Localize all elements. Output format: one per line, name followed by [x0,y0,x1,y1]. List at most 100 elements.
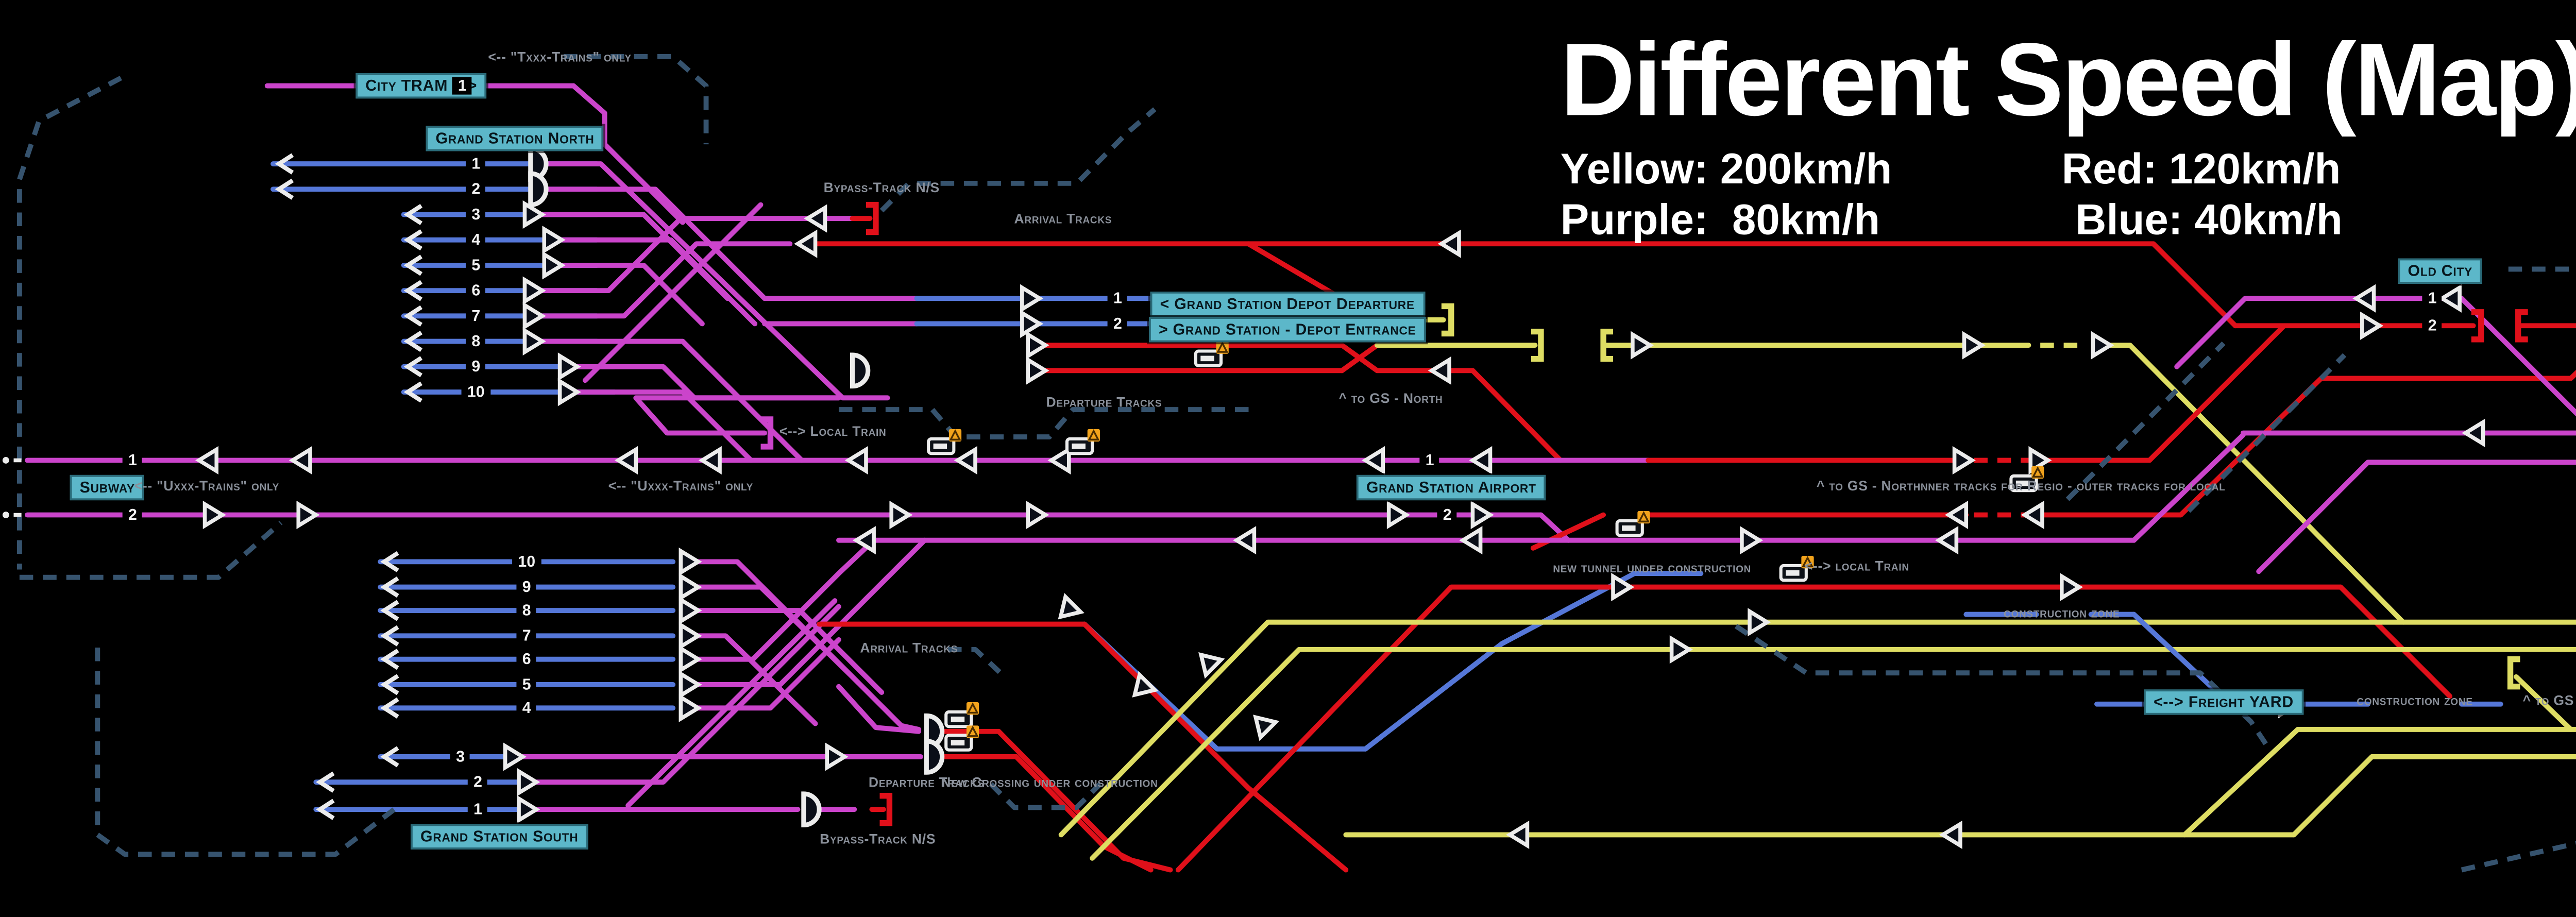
legend-item-2: Purple: 80km/h [1560,195,1880,244]
legend-item-1: Red: 120km/h [2061,144,2341,193]
platform-number: 5 [516,675,537,693]
subway-dashed-track [19,520,283,580]
platform-number: 2 [467,773,488,791]
track-segment-M [574,389,754,463]
direction-arrow-icon [1935,526,1959,555]
continuation-dots-icon [2,457,9,464]
buffer-stop-icon [1531,328,1544,362]
direction-arrow-icon [1748,608,1771,637]
track-segment-M [633,395,768,436]
train-warning-icon [1615,511,1650,537]
direction-arrow-icon [2438,284,2462,313]
train-warning-icon [1779,556,1814,582]
platform-number: 7 [465,307,486,325]
direction-arrow-icon [1952,446,1976,475]
depot-symbol-icon [850,352,871,389]
platform-number: 1 [122,451,143,469]
track-segment-Y [2182,727,2300,838]
chevron-left-icon [380,600,399,621]
direction-arrow-icon [557,352,581,381]
direction-arrow-icon [2021,500,2044,530]
platform-number: 1 [1107,290,1128,308]
depot-symbol-icon [528,171,549,208]
platform-number: 7 [516,627,537,645]
direction-arrow-icon [1611,573,1635,602]
buffer-stop-icon [2515,309,2528,343]
direction-arrow-icon [1233,526,1257,555]
buffer-stop-icon [1441,303,1454,337]
direction-arrow-icon [1026,500,1049,530]
direction-arrow-icon [202,500,226,530]
direction-arrow-icon [522,276,546,305]
chevron-left-icon [403,203,423,226]
subway-dashed-track [879,107,1157,213]
track-segment-M [539,216,791,294]
chevron-left-icon [380,746,399,768]
chevron-left-icon [380,674,399,695]
platform-number: 6 [465,282,486,300]
track-segment-R [1470,368,1563,463]
station-badge-old-city: Old City [2398,258,2482,284]
chevron-left-icon [275,178,294,200]
train-warning-icon [944,702,979,728]
track-segment-M [680,537,877,662]
direction-arrow-icon [825,742,849,771]
direction-arrow-icon [1437,229,1461,258]
map-annotation-uxxx-trains-only: <-- "Uxxx-Trains" only [608,481,754,495]
direction-arrow-icon [2462,418,2485,448]
platform-number: 9 [516,578,537,596]
chevron-left-icon [275,153,294,175]
chevron-left-icon [403,254,423,276]
subway-dashed-track [564,54,709,145]
map-annotation-to-gs-north: ^ to GS - North [2522,695,2576,709]
map-title-block: Different Speed (Map) [1561,26,2576,137]
track-segment-M [571,83,686,225]
platform-number: 10 [512,553,541,571]
direction-arrow-icon [1047,446,1071,475]
direction-arrow-icon [2091,331,2114,360]
track-segment-M [539,338,804,463]
direction-arrow-icon [542,226,566,254]
legend-item-3: Blue: 40km/h [2075,195,2343,244]
station-badge-freight-yard: <--> Freight YARD [2144,689,2304,715]
station-badge-grand-station-north: Grand Station North [426,126,604,151]
track-segment-Y [2127,343,2406,625]
chevron-left-icon [380,625,399,647]
map-annotation-new-crossing-under-construction: New Crossing under construction [941,777,1158,791]
map-annotation-construction-zone: construction zone [2357,695,2473,709]
track-segment-M [680,637,841,711]
direction-arrow-icon [1361,446,1385,475]
subway-dashed-track [2187,353,2347,513]
chevron-left-icon [403,229,423,251]
platform-number: 8 [465,332,486,350]
direction-arrow-icon [1944,500,1969,530]
train-warning-icon [1065,429,1100,455]
direction-arrow-icon [2360,311,2384,340]
direction-arrow-icon [679,670,702,699]
direction-arrow-icon [2028,446,2052,475]
direction-arrow-icon [557,378,581,406]
buffer-stop-icon [866,201,879,235]
direction-arrow-icon [1198,652,1225,679]
chevron-left-icon [403,280,423,301]
track-segment-B [1082,621,1368,752]
direction-arrow-icon [195,446,219,475]
chevron-left-icon [403,381,423,403]
track-segment-M [625,598,838,808]
track-segment-R [1082,621,1251,791]
map-annotation-departure-tracks: Departure Tracks [868,777,985,791]
track-segment-Y [2514,674,2573,732]
map-annotation-arrival-tracks: Arrival Tracks [860,642,958,656]
direction-arrow-icon [1026,331,1049,360]
platform-number: 10 [461,383,491,401]
track-segment-R [1175,584,2344,873]
platform-number: 2 [1107,315,1128,333]
map-annotation-bypass-track-n-s: Bypass-Track N/S [820,834,936,848]
map-annotation-new-tunnel-under-construction: new tunnel under construction [1553,563,1752,576]
track-segment-Y [1058,619,1270,838]
map-annotation-uxxx-trains-only: <-- "Uxxx-Trains" only [134,481,280,495]
direction-arrow-icon [679,596,702,625]
platform-number: 8 [516,601,537,620]
